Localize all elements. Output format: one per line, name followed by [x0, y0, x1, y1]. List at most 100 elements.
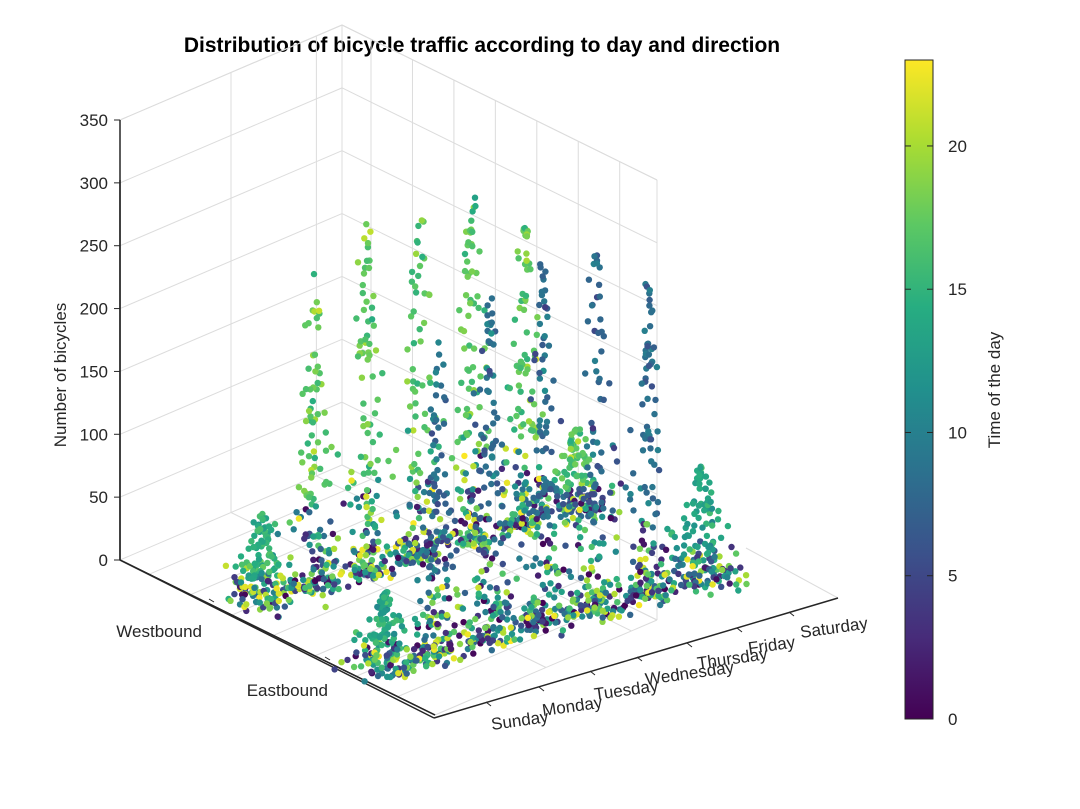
data-point	[543, 418, 551, 425]
data-point	[497, 539, 504, 547]
data-point	[361, 678, 368, 685]
data-point	[469, 486, 476, 493]
data-point	[471, 511, 478, 519]
data-point	[506, 385, 513, 392]
data-point	[364, 520, 372, 528]
data-point	[643, 582, 650, 589]
data-point	[541, 298, 548, 305]
data-point	[350, 547, 357, 555]
data-point	[567, 445, 574, 453]
data-point	[329, 573, 336, 580]
data-point	[588, 302, 596, 309]
data-point	[582, 370, 589, 377]
data-point	[365, 660, 372, 667]
colorbar-label: Time of the day	[985, 331, 1004, 448]
data-point	[422, 655, 429, 662]
data-point	[304, 440, 311, 447]
data-point	[585, 456, 593, 463]
data-point	[450, 655, 458, 662]
data-point	[618, 607, 625, 614]
data-point	[584, 607, 591, 614]
data-point	[407, 653, 414, 660]
data-point	[466, 533, 473, 540]
data-point	[317, 545, 324, 553]
data-point	[390, 570, 397, 578]
data-point	[387, 662, 394, 669]
data-point	[617, 480, 624, 487]
data-point	[600, 505, 607, 512]
data-point	[295, 484, 303, 491]
data-point	[426, 563, 433, 571]
data-point	[598, 348, 605, 355]
data-point	[521, 464, 528, 471]
data-point	[696, 485, 703, 492]
data-point	[489, 612, 497, 619]
data-point	[441, 555, 449, 563]
data-point	[419, 647, 426, 654]
data-point	[310, 566, 317, 573]
data-point	[462, 411, 470, 419]
data-point	[310, 448, 318, 455]
data-point	[602, 589, 609, 596]
data-point	[642, 555, 649, 563]
data-point	[404, 346, 411, 353]
data-point	[648, 383, 656, 390]
data-point	[447, 645, 455, 653]
data-point	[492, 550, 499, 557]
data-point	[575, 452, 582, 459]
data-point	[577, 534, 584, 541]
data-point	[420, 319, 428, 327]
data-point	[593, 503, 600, 511]
data-point	[465, 367, 472, 374]
data-point	[425, 529, 432, 536]
data-point	[302, 385, 310, 393]
data-point	[595, 281, 603, 288]
data-point	[441, 528, 448, 535]
data-point	[513, 412, 520, 420]
data-point	[567, 438, 574, 445]
data-point	[499, 560, 506, 568]
data-point	[469, 243, 476, 250]
data-point	[364, 429, 371, 437]
data-point	[488, 295, 496, 302]
data-point	[359, 281, 366, 289]
data-point	[376, 633, 383, 641]
data-point	[475, 590, 482, 597]
data-point	[374, 396, 381, 403]
data-point	[392, 446, 400, 454]
data-point	[486, 470, 493, 477]
data-point	[703, 532, 711, 540]
data-point	[412, 534, 420, 542]
data-point	[298, 449, 305, 456]
data-point	[704, 580, 711, 587]
data-point	[540, 513, 547, 521]
data-point	[310, 270, 318, 278]
data-point	[434, 537, 441, 545]
data-point	[702, 485, 709, 492]
data-point	[467, 638, 474, 646]
data-point	[427, 448, 434, 455]
data-point	[524, 614, 532, 621]
data-point	[517, 627, 525, 634]
data-point	[305, 494, 313, 501]
data-point	[425, 575, 432, 582]
data-point	[357, 663, 365, 670]
data-point	[255, 556, 263, 563]
data-point	[476, 404, 483, 411]
data-point	[615, 613, 623, 620]
data-point	[654, 428, 661, 435]
data-point	[489, 310, 496, 317]
data-point	[716, 553, 723, 560]
data-point	[706, 479, 713, 486]
data-point	[478, 568, 485, 575]
data-point	[406, 501, 413, 508]
data-point	[243, 601, 250, 608]
data-point	[630, 507, 637, 514]
data-point	[691, 510, 698, 517]
data-point	[511, 316, 519, 323]
data-point	[691, 522, 698, 529]
data-point	[462, 292, 470, 299]
data-point	[370, 538, 377, 545]
data-point	[447, 552, 454, 559]
